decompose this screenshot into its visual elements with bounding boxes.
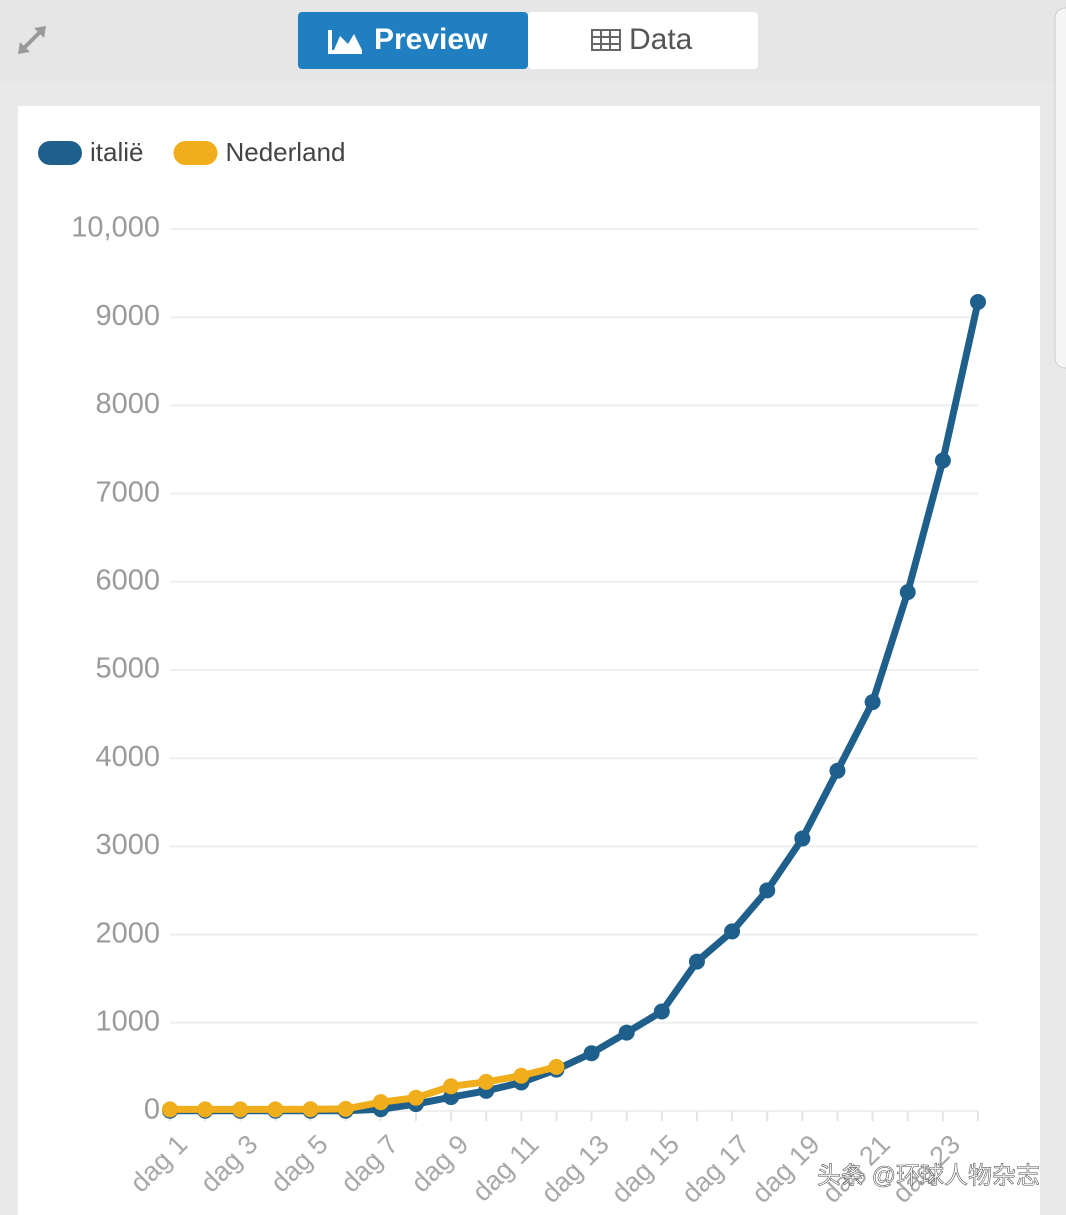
legend-swatch: [173, 141, 218, 165]
point: [934, 452, 951, 469]
y-tick-label: 1000: [95, 1005, 160, 1037]
y-tick-label: 5000: [95, 653, 160, 685]
point: [794, 830, 811, 847]
expand-icon[interactable]: [18, 26, 46, 54]
point: [443, 1078, 460, 1095]
y-tick-label: 10,000: [71, 212, 160, 244]
point: [724, 923, 741, 940]
point: [267, 1101, 284, 1118]
point: [653, 1003, 670, 1020]
data-icon: [591, 29, 621, 51]
legend-swatch: [38, 141, 82, 165]
point: [864, 694, 881, 711]
point: [197, 1101, 214, 1118]
data-tab-label[interactable]: Data: [629, 23, 693, 56]
side-panel: [1054, 7, 1066, 369]
point: [548, 1058, 565, 1075]
point: [829, 762, 846, 779]
legend-label: Nederland: [225, 137, 345, 167]
preview-icon: [328, 30, 362, 54]
point: [372, 1094, 389, 1111]
y-tick-label: 4000: [95, 741, 160, 773]
y-tick-label: 8000: [95, 388, 160, 420]
point: [513, 1067, 530, 1084]
point: [232, 1101, 249, 1118]
point: [759, 882, 776, 899]
point: [970, 294, 986, 311]
y-tick-label: 0: [144, 1094, 160, 1126]
chart-card: [18, 106, 1040, 1215]
data-tab[interactable]: [528, 12, 758, 69]
point: [162, 1101, 178, 1118]
y-tick-label: 7000: [95, 476, 160, 508]
y-tick-label: 6000: [95, 564, 160, 596]
point: [407, 1089, 424, 1106]
point: [583, 1045, 600, 1062]
y-tick-label: 3000: [95, 829, 160, 861]
legend-label: italië: [90, 137, 143, 167]
point: [899, 584, 916, 601]
point: [478, 1073, 495, 1090]
point: [302, 1101, 319, 1118]
point: [618, 1024, 635, 1041]
preview-tab-label[interactable]: Preview: [374, 23, 488, 56]
preview-tab[interactable]: [298, 12, 528, 69]
y-tick-label: 2000: [95, 917, 160, 949]
y-tick-label: 9000: [95, 300, 160, 332]
point: [688, 953, 705, 970]
point: [337, 1100, 354, 1117]
watermark: 头条 @环球人物杂志: [817, 1162, 1040, 1189]
